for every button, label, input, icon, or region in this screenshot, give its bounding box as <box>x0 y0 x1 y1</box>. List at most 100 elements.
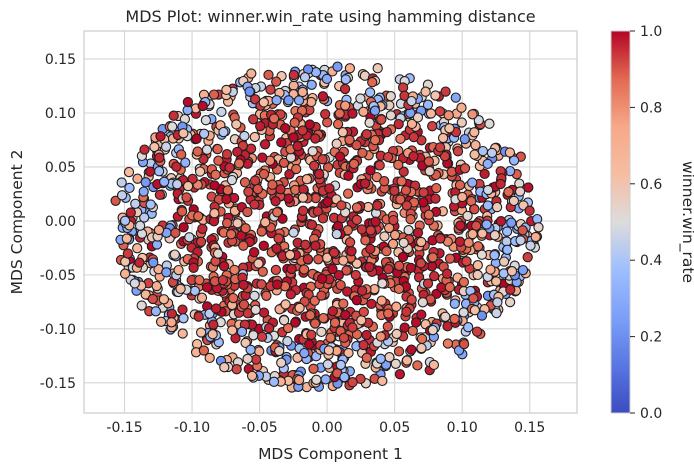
scatter-point <box>184 232 195 243</box>
scatter-point <box>358 339 369 351</box>
scatter-point <box>166 317 177 328</box>
scatter-point <box>288 80 299 91</box>
scatter-point <box>209 180 220 191</box>
scatter-point <box>298 264 310 275</box>
scatter-point <box>340 74 351 85</box>
scatter-point <box>274 345 285 357</box>
scatter-point <box>473 241 484 252</box>
scatter-point <box>209 208 220 219</box>
scatter-point <box>282 336 293 347</box>
scatter-point <box>271 76 282 87</box>
scatter-point <box>327 263 338 275</box>
scatter-point <box>430 193 441 204</box>
scatter-point <box>283 193 294 204</box>
scatter-point <box>249 175 261 186</box>
scatter-point <box>456 102 467 113</box>
x-tick-label: 0.05 <box>379 420 410 436</box>
scatter-point <box>468 293 479 304</box>
scatter-point <box>339 83 351 95</box>
scatter-point <box>268 113 280 124</box>
scatter-point <box>444 123 455 134</box>
scatter-point <box>270 264 282 276</box>
scatter-point <box>217 274 229 286</box>
scatter-point <box>300 239 311 250</box>
scatter-point <box>441 268 453 279</box>
scatter-point <box>502 244 513 255</box>
scatter-point <box>415 258 427 269</box>
scatter-point <box>329 317 341 328</box>
scatter-point <box>331 228 342 240</box>
scatter-point <box>449 313 460 325</box>
scatter-point <box>297 192 309 203</box>
scatter-point <box>379 176 390 187</box>
x-tick-label: 0.15 <box>514 420 545 436</box>
scatter-point <box>416 236 427 248</box>
scatter-point <box>498 256 510 267</box>
scatter-point <box>222 185 233 196</box>
scatter-point <box>361 352 372 363</box>
scatter-point <box>192 146 203 157</box>
scatter-point <box>346 246 357 257</box>
scatter-point <box>140 177 151 188</box>
scatter-point <box>344 63 356 74</box>
scatter-point <box>195 236 207 247</box>
scatter-point <box>240 337 251 349</box>
scatter-point <box>182 96 194 108</box>
scatter-point <box>246 370 258 382</box>
scatter-point <box>495 216 507 227</box>
scatter-point <box>271 243 282 254</box>
scatter-point <box>314 168 325 180</box>
scatter-point <box>456 117 467 128</box>
scatter-point <box>288 69 299 81</box>
scatter-point <box>477 228 488 239</box>
scatter-point <box>155 131 166 142</box>
y-tick-label: 0.15 <box>45 52 76 68</box>
scatter-point <box>259 139 271 150</box>
scatter-point <box>479 168 490 180</box>
scatter-point <box>530 231 541 243</box>
scatter-point <box>394 369 406 380</box>
scatter-point <box>459 163 471 174</box>
scatter-point <box>297 125 308 136</box>
scatter-point <box>508 155 520 166</box>
scatter-point <box>340 100 351 111</box>
scatter-point <box>150 306 162 317</box>
scatter-point <box>351 214 362 226</box>
scatter-point <box>139 144 150 155</box>
scatter-point <box>351 295 362 306</box>
scatter-point <box>134 257 145 268</box>
scatter-point <box>225 229 237 240</box>
scatter-point <box>463 237 474 248</box>
scatter-point <box>359 178 371 189</box>
scatter-point <box>306 79 317 90</box>
scatter-point <box>158 294 170 305</box>
scatter-point <box>406 294 417 305</box>
scatter-point <box>364 261 375 273</box>
scatter-point <box>461 256 472 267</box>
scatter-point <box>367 77 378 88</box>
scatter-point <box>390 358 401 369</box>
scatter-point <box>248 247 260 258</box>
scatter-point <box>256 226 267 237</box>
scatter-point <box>286 263 297 275</box>
scatter-point <box>425 108 437 119</box>
scatter-point <box>129 278 140 289</box>
y-tick-label: -0.15 <box>40 376 76 392</box>
scatter-point <box>356 224 368 235</box>
scatter-point <box>467 177 478 188</box>
scatter-point <box>503 186 514 198</box>
scatter-point <box>393 283 405 295</box>
scatter-point <box>194 166 206 177</box>
scatter-point <box>297 205 309 216</box>
scatter-point <box>170 227 181 239</box>
scatter-point <box>473 115 484 126</box>
scatter-point <box>313 254 324 265</box>
scatter-point <box>370 216 381 227</box>
scatter-point <box>242 353 253 365</box>
scatter-point <box>166 308 178 319</box>
scatter-point <box>267 179 278 190</box>
scatter-point <box>408 131 419 143</box>
y-tick-label: 0.05 <box>45 160 76 176</box>
scatter-point <box>350 269 361 281</box>
scatter-point <box>501 226 513 237</box>
